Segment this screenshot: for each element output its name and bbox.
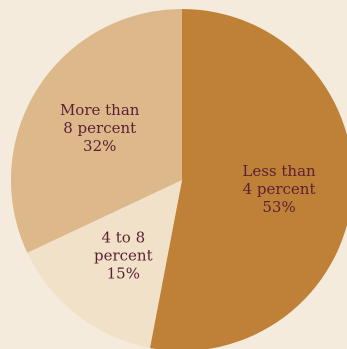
pie-slice-label-line: percent	[94, 247, 153, 265]
pie-slice-2	[11, 9, 183, 253]
pie-slice-label-line: 15%	[107, 265, 140, 283]
pie-slice-label-2: More than 8 percent 32%	[60, 101, 140, 155]
pie-slice-label-line: 4 percent	[243, 180, 316, 198]
pie-slice-label-line: More than	[60, 101, 140, 119]
pie-slice-0	[149, 9, 347, 349]
pie-slice-label-line: 53%	[262, 198, 295, 216]
pie-slice-label-line: Less than	[242, 162, 316, 180]
pie-slice-label-line: 32%	[83, 137, 116, 155]
pie-slice-label-line: 8 percent	[63, 119, 136, 137]
pie-slice-1	[27, 180, 183, 348]
pie-slice-label-0: Less than 4 percent 53%	[242, 162, 316, 216]
pie-slice-label-line: 4 to 8	[101, 229, 145, 247]
pie-slice-label-1: 4 to 8 percent 15%	[94, 229, 153, 283]
